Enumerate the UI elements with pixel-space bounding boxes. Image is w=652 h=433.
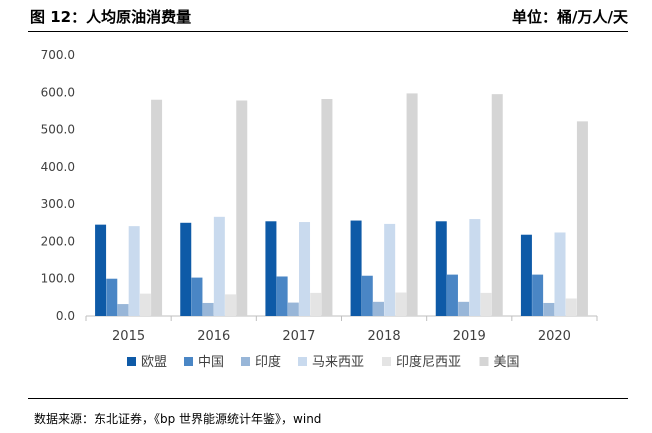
bar-2018-欧盟 <box>350 220 362 316</box>
chart-title: 图 12：人均原油消费量 <box>30 8 192 26</box>
x-tick-label: 2015 <box>112 329 145 344</box>
bar-2015-美国 <box>151 99 163 317</box>
bar-2019-马来西亚 <box>469 219 481 316</box>
bar-2017-美国 <box>321 99 333 316</box>
bar-2017-印度尼西亚 <box>310 292 322 316</box>
x-tick-label: 2020 <box>538 329 571 344</box>
legend-swatch-欧盟 <box>127 357 136 366</box>
legend-swatch-美国 <box>479 357 489 366</box>
legend-label: 印度 <box>255 354 281 370</box>
top-rule <box>28 31 628 32</box>
bar-2017-印度 <box>287 302 299 316</box>
bar-2016-马来西亚 <box>213 216 225 316</box>
x-tick-label: 2018 <box>368 329 401 344</box>
legend-swatch-印度 <box>241 357 250 366</box>
bar-2015-中国 <box>106 278 118 316</box>
header: 图 12：人均原油消费量 单位：桶/万人/天 <box>28 0 628 30</box>
legend-label: 印度尼西亚 <box>396 354 461 370</box>
bar-2020-马来西亚 <box>554 232 566 316</box>
y-tick-label: 400.0 <box>41 160 75 174</box>
x-tick-label: 2016 <box>197 329 230 344</box>
bar-chart: 0.0 100.0 200.0 300.0 400.0 500.0 600.0 700.0 20… <box>41 48 598 370</box>
legend-label: 马来西亚 <box>312 355 364 370</box>
y-tick-label: 500.0 <box>41 123 75 137</box>
bar-2016-美国 <box>236 100 248 317</box>
source-note: 数据来源：东北证券，《bp 世界能源统计年鉴》，wind <box>34 412 322 426</box>
bar-2015-印度 <box>117 304 129 316</box>
bar-2016-中国 <box>191 277 203 316</box>
legend-swatch-马来西亚 <box>298 357 307 366</box>
bar-2017-中国 <box>276 276 288 316</box>
bar-2018-美国 <box>406 93 418 317</box>
y-tick-label: 0.0 <box>56 309 75 323</box>
bar-2016-印度尼西亚 <box>225 294 237 316</box>
bar-2015-印度尼西亚 <box>139 293 151 316</box>
bar-2016-欧盟 <box>180 222 192 316</box>
bar-2019-美国 <box>491 94 503 317</box>
bar-2019-中国 <box>446 274 458 316</box>
bar-2020-印度 <box>543 302 555 316</box>
bar-2018-印度尼西亚 <box>395 292 407 316</box>
bar-2016-印度 <box>202 302 214 316</box>
y-tick-label: 300.0 <box>41 197 75 211</box>
x-tick-label: 2019 <box>453 329 486 344</box>
bottom-rule <box>28 398 628 399</box>
legend-label: 美国 <box>494 355 520 370</box>
bar-2019-印度尼西亚 <box>480 292 492 316</box>
bar-2018-印度 <box>372 301 384 316</box>
bar-2020-欧盟 <box>520 234 532 316</box>
bar-2019-欧盟 <box>435 221 447 316</box>
bar-2020-中国 <box>532 274 544 316</box>
bar-2018-马来西亚 <box>384 223 396 316</box>
bar-2020-美国 <box>576 121 588 317</box>
legend-label: 欧盟 <box>141 355 167 370</box>
unit-label: 单位：桶/万人/天 <box>512 8 628 26</box>
bar-2020-印度尼西亚 <box>565 298 577 316</box>
bar-2015-马来西亚 <box>128 226 140 316</box>
bar-2018-中国 <box>361 275 373 316</box>
x-tick-label: 2017 <box>282 329 315 344</box>
y-tick-label: 600.0 <box>41 85 75 99</box>
bar-2015-欧盟 <box>95 224 107 316</box>
legend-swatch-中国 <box>184 357 193 366</box>
y-tick-label: 700.0 <box>41 48 75 62</box>
bar-2019-印度 <box>458 301 470 316</box>
y-tick-label: 100.0 <box>41 272 75 286</box>
y-tick-label: 200.0 <box>41 234 75 248</box>
bar-2017-欧盟 <box>265 221 277 316</box>
legend-swatch-印度尼西亚 <box>382 357 391 366</box>
bar-2017-马来西亚 <box>299 222 311 316</box>
legend-label: 中国 <box>198 355 224 370</box>
